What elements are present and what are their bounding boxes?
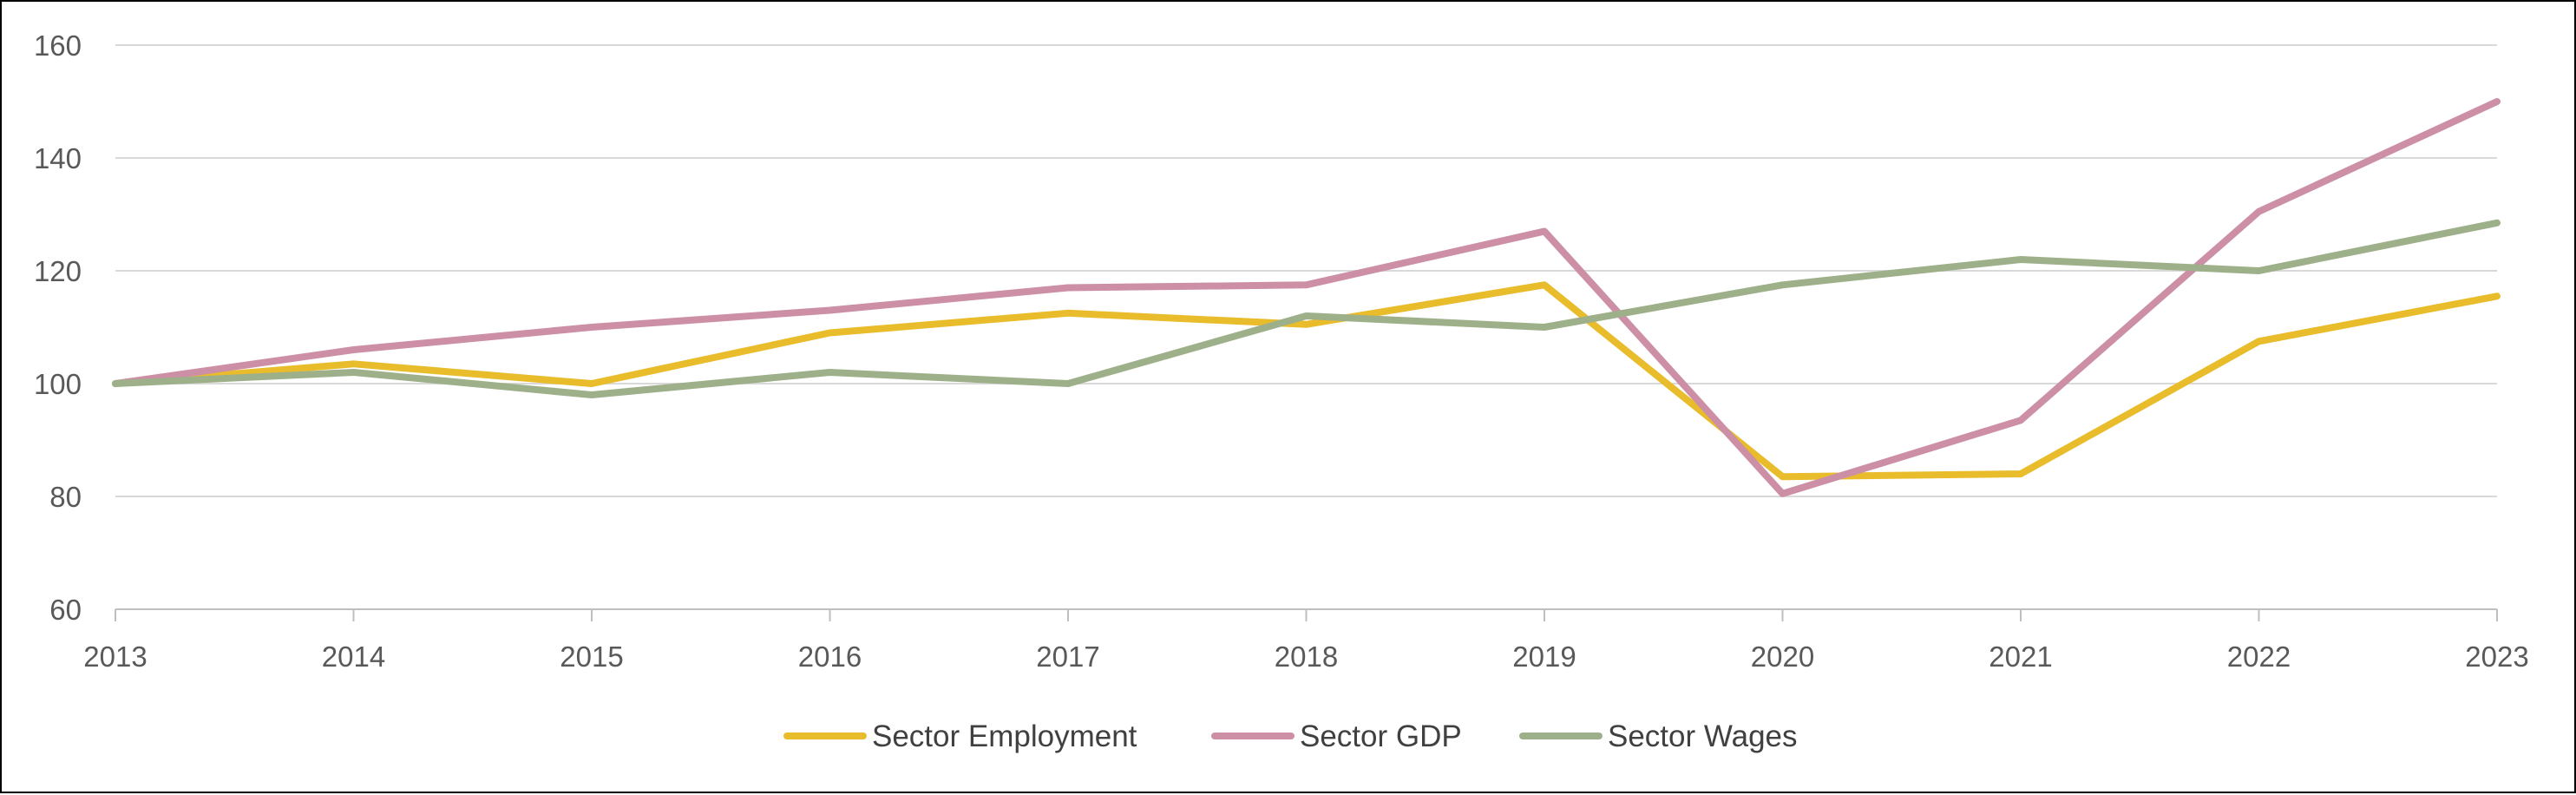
x-tick-label: 2013 [83,641,147,673]
axes [115,608,2498,621]
x-tick-label: 2022 [2227,641,2291,673]
x-tick-label: 2016 [798,641,862,673]
legend-label: Sector Wages [1608,719,1798,753]
y-tick-label: 100 [34,368,82,400]
x-tick-label: 2015 [560,641,623,673]
legend-label: Sector Employment [872,719,1137,753]
gridlines [115,44,2497,497]
x-tick-label: 2019 [1512,641,1576,673]
series-line-sector-gdp [112,98,2501,497]
y-tick-label: 120 [34,255,82,287]
legend: Sector Employment Sector GDP Sector Wages [783,719,1798,753]
x-tick-label: 2018 [1275,641,1338,673]
y-tick-label: 80 [49,481,82,513]
legend-label: Sector GDP [1300,719,1462,753]
legend-item-sector-wages: Sector Wages [1519,719,1798,753]
x-tick-label: 2014 [322,641,385,673]
x-tick-label: 2021 [1989,641,2052,673]
y-tick-label: 140 [34,142,82,174]
y-tick-label: 160 [34,30,82,62]
x-tick-label: 2020 [1751,641,1814,673]
x-tick-label: 2017 [1036,641,1099,673]
x-tick-label: 2023 [2465,641,2528,673]
series-line-sector-wages [112,219,2501,398]
legend-item-sector-gdp: Sector GDP [1211,719,1462,753]
data-series [112,98,2501,497]
y-tick-label: 60 [49,594,82,626]
series-line-sector-employment [112,281,2501,481]
y-axis-tick-labels: 60 80 100 120 140 160 [34,30,82,626]
x-axis-tick-labels: 2013 2014 2015 2016 2017 2018 2019 2020 2021 2022… [83,641,2528,673]
legend-item-sector-employment: Sector Employment [783,719,1137,753]
